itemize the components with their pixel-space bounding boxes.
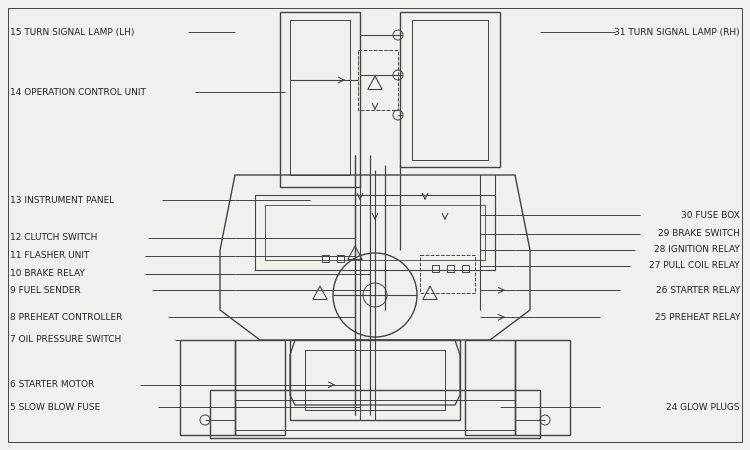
Text: 25 PREHEAT RELAY: 25 PREHEAT RELAY xyxy=(655,313,740,322)
Text: 8 PREHEAT CONTROLLER: 8 PREHEAT CONTROLLER xyxy=(10,313,122,322)
Text: 7 OIL PRESSURE SWITCH: 7 OIL PRESSURE SWITCH xyxy=(10,335,122,344)
Bar xyxy=(210,390,540,438)
Bar xyxy=(290,20,350,175)
Text: 24 GLOW PLUGS: 24 GLOW PLUGS xyxy=(666,403,740,412)
Text: 11 FLASHER UNIT: 11 FLASHER UNIT xyxy=(10,251,89,260)
Text: 30 FUSE BOX: 30 FUSE BOX xyxy=(681,211,740,220)
Bar xyxy=(465,340,515,435)
Text: 12 CLUTCH SWITCH: 12 CLUTCH SWITCH xyxy=(10,233,98,242)
Text: 6 STARTER MOTOR: 6 STARTER MOTOR xyxy=(10,380,94,389)
Text: 9 FUEL SENDER: 9 FUEL SENDER xyxy=(10,286,81,295)
Bar xyxy=(461,265,469,271)
Text: 28 IGNITION RELAY: 28 IGNITION RELAY xyxy=(654,245,740,254)
Bar xyxy=(235,340,285,435)
Text: 10 BRAKE RELAY: 10 BRAKE RELAY xyxy=(10,269,85,278)
Text: 14 OPERATION CONTROL UNIT: 14 OPERATION CONTROL UNIT xyxy=(10,88,146,97)
Text: 31 TURN SIGNAL LAMP (RH): 31 TURN SIGNAL LAMP (RH) xyxy=(614,28,740,37)
Bar xyxy=(412,20,488,160)
Bar xyxy=(265,205,485,260)
Bar xyxy=(446,265,454,271)
Bar xyxy=(280,12,360,187)
Bar xyxy=(337,255,344,261)
Text: 26 STARTER RELAY: 26 STARTER RELAY xyxy=(656,286,740,295)
Bar xyxy=(305,350,445,410)
Text: 5 SLOW BLOW FUSE: 5 SLOW BLOW FUSE xyxy=(10,403,101,412)
Text: 29 BRAKE SWITCH: 29 BRAKE SWITCH xyxy=(658,230,740,238)
Text: 13 INSTRUMENT PANEL: 13 INSTRUMENT PANEL xyxy=(10,196,114,205)
Text: 27 PULL COIL RELAY: 27 PULL COIL RELAY xyxy=(650,261,740,270)
Bar xyxy=(358,50,398,110)
Bar xyxy=(420,255,475,293)
Bar xyxy=(400,12,500,167)
Bar xyxy=(431,265,439,271)
Bar xyxy=(235,400,515,430)
Text: 15 TURN SIGNAL LAMP (LH): 15 TURN SIGNAL LAMP (LH) xyxy=(10,28,134,37)
Bar xyxy=(322,255,328,261)
Bar xyxy=(290,340,460,420)
Bar xyxy=(255,195,495,270)
